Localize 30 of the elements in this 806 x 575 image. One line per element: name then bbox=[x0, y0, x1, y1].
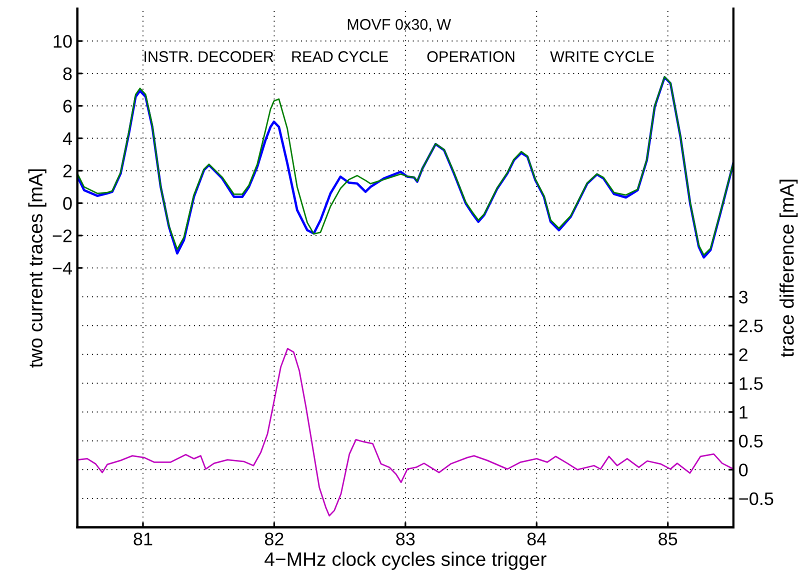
y2-tick-label: 2.5 bbox=[739, 320, 763, 332]
y2-tick-label: 0 bbox=[739, 464, 748, 476]
y2-axis-title: trace difference [mA] bbox=[780, 180, 798, 358]
y-axis-title: two current traces [mA] bbox=[28, 169, 46, 368]
y-tick-label: 10 bbox=[54, 34, 72, 48]
x-tick-label: 82 bbox=[264, 532, 284, 546]
y-tick-label: −2 bbox=[52, 229, 72, 242]
y2-tick-label: −0.5 bbox=[739, 492, 774, 506]
y-tick-label: 4 bbox=[62, 132, 72, 145]
annotation: MOVF 0x30, W bbox=[348, 19, 452, 32]
line-series bbox=[77, 348, 734, 516]
y-tick-label: −4 bbox=[52, 262, 72, 274]
x-tick-label: 85 bbox=[658, 532, 678, 546]
y-tick-label: 0 bbox=[63, 197, 72, 210]
y2-tick-label: 2 bbox=[739, 348, 748, 361]
y2-tick-label: 1.5 bbox=[740, 377, 763, 390]
annotation: WRITE CYCLE bbox=[550, 51, 654, 62]
y-tick-label: 2 bbox=[63, 164, 72, 178]
y2-tick-label: 0.5 bbox=[739, 434, 763, 448]
annotation: INSTR. DECODER bbox=[144, 51, 274, 62]
y-tick-label: 8 bbox=[63, 67, 72, 80]
y2-tick-label: 1 bbox=[740, 406, 748, 419]
annotation: OPERATION bbox=[427, 51, 514, 62]
y2-tick-label: 3 bbox=[739, 290, 748, 304]
x-tick-label: 84 bbox=[527, 532, 546, 546]
x-tick-label: 81 bbox=[134, 532, 152, 546]
annotation: READ CYCLE bbox=[292, 51, 388, 62]
x-tick-label: 83 bbox=[396, 532, 415, 546]
x-axis-title: 4−MHz clock cycles since trigger bbox=[264, 552, 546, 570]
y-tick-label: 6 bbox=[63, 100, 72, 113]
